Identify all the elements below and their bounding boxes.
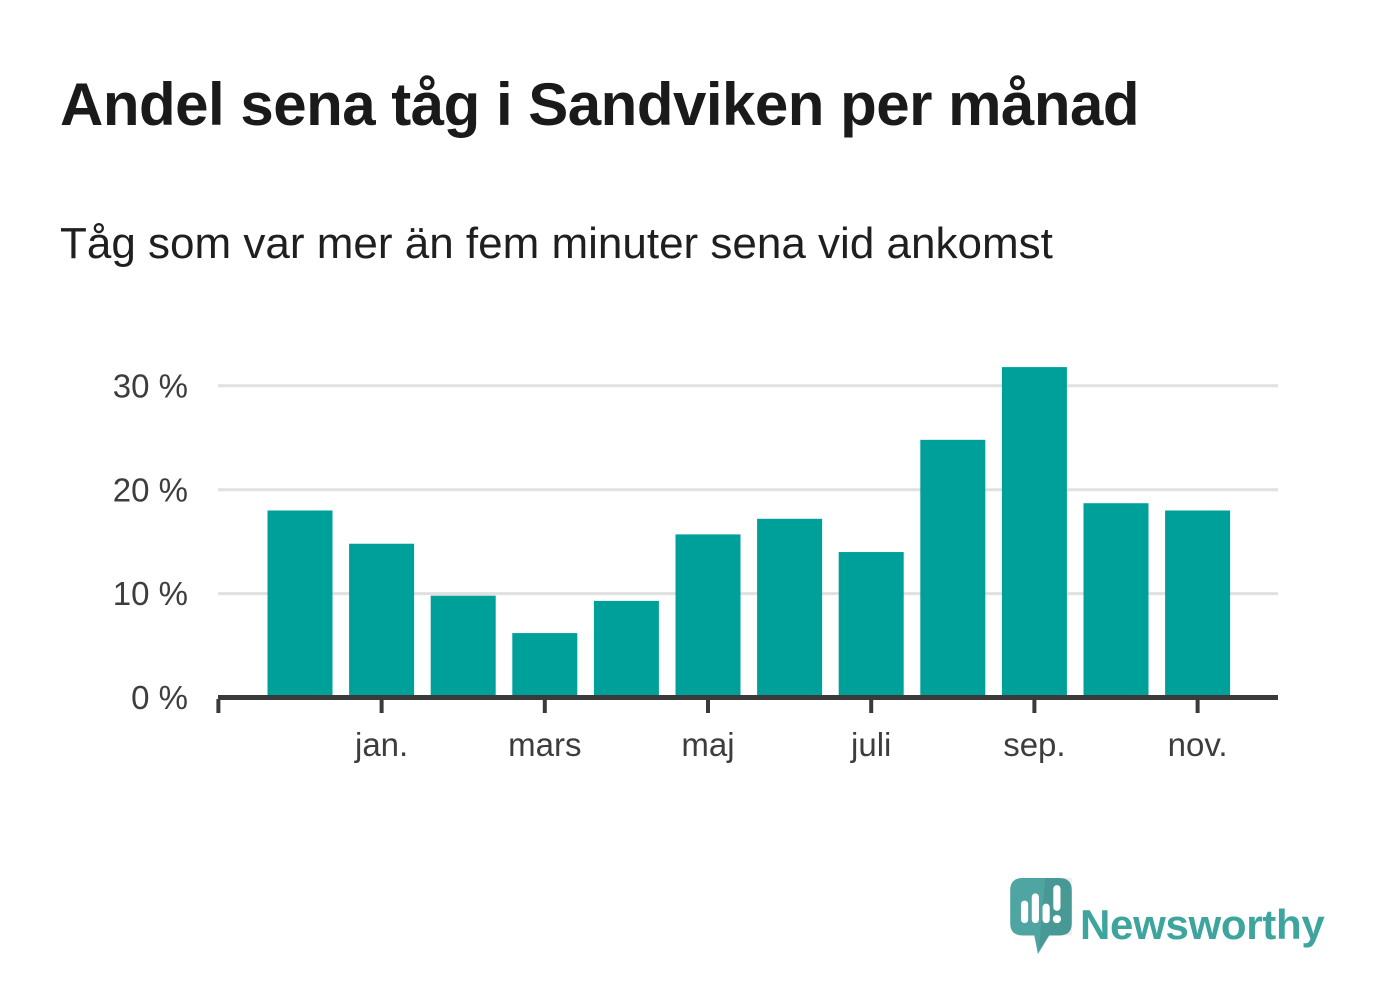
x-tick-label: juli — [850, 726, 891, 763]
bar — [1165, 510, 1231, 698]
x-axis-tick — [1032, 699, 1037, 713]
bar — [349, 543, 415, 698]
bar — [757, 518, 823, 698]
x-axis-tick — [379, 699, 384, 713]
bar — [512, 633, 578, 698]
y-tick-label: 30 % — [113, 367, 188, 404]
x-axis-line — [218, 695, 1278, 700]
x-axis-tick — [706, 699, 710, 713]
x-tick-label: sep. — [1003, 726, 1065, 763]
bar — [920, 439, 986, 698]
x-tick-label: nov. — [1168, 726, 1228, 763]
bar — [675, 534, 741, 698]
bar — [430, 595, 496, 698]
x-axis-tick — [1195, 699, 1200, 713]
bar — [267, 510, 333, 698]
x-tick-label: mars — [508, 726, 581, 763]
x-axis-tick — [216, 699, 221, 713]
x-tick-label: maj — [681, 726, 734, 763]
bar — [838, 552, 904, 698]
y-tick-label: 0 % — [131, 679, 188, 716]
x-axis-tick — [869, 699, 874, 713]
newsworthy-wordmark: Newsworthy — [1080, 901, 1325, 948]
x-axis-tick — [542, 699, 547, 713]
newsworthy-logo-icon — [1010, 878, 1072, 954]
bar — [1001, 367, 1067, 698]
chart-title: Andel sena tåg i Sandviken per månad — [60, 71, 1140, 138]
y-tick-label: 10 % — [113, 575, 188, 612]
chart-subtitle: Tåg som var mer än fem minuter sena vid … — [60, 219, 1053, 268]
y-tick-label: 20 % — [113, 471, 188, 508]
x-tick-label: jan. — [354, 726, 408, 763]
bar — [1083, 503, 1149, 698]
bar — [593, 600, 659, 698]
